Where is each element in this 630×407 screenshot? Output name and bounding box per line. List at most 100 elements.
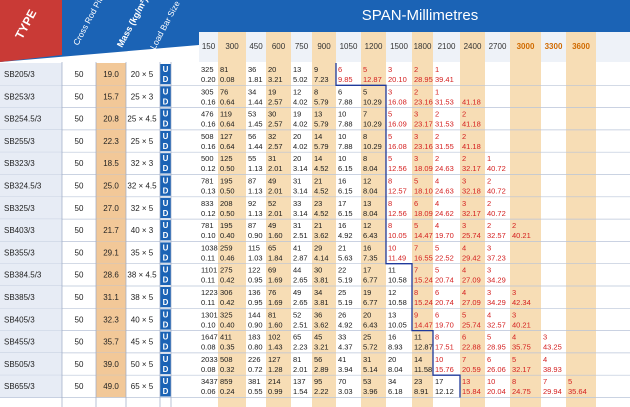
product-row: UD SB355/3 50 29.1 35 × 5 1038 259 115 65 41 29 21 1… [0, 241, 630, 265]
d-value: 6.43 [363, 320, 378, 329]
type-cell [0, 107, 62, 130]
d-value: 0.95 [248, 298, 263, 307]
d-value: 12.87 [363, 75, 382, 84]
u-value: 2 [414, 87, 418, 96]
u-value: 3 [512, 310, 516, 319]
type-cell [0, 263, 62, 286]
d-value: 0.46 [220, 253, 235, 262]
d-label: D [163, 320, 169, 329]
u-label: U [163, 377, 169, 386]
u-value: 6 [435, 288, 439, 297]
d-value: 11.58 [414, 365, 432, 374]
u-value: 2 [487, 177, 491, 186]
d-value: 23.16 [414, 97, 433, 106]
span-header-750: 750 [295, 42, 309, 51]
u-label: U [163, 65, 169, 74]
u-value: 7 [414, 243, 418, 252]
u-value: 26 [338, 310, 346, 319]
d-value: 1.69 [268, 298, 283, 307]
u-value: 22 [338, 266, 346, 275]
d-value: 1.84 [268, 253, 283, 262]
u-value: 6 [487, 355, 491, 364]
u-value: 21 [314, 177, 322, 186]
u-value: 11 [414, 333, 422, 342]
d-label: D [163, 365, 169, 374]
d-label: D [163, 343, 169, 352]
d-label: D [163, 209, 169, 218]
u-value: 49 [268, 221, 276, 230]
product-row: UD SB324.5/3 50 25.0 32 × 4.5 781 195 87 49 31 21 1… [0, 174, 630, 198]
d-value: 25.74 [462, 231, 481, 240]
u-value: 95 [314, 377, 322, 386]
u-value: 8 [414, 288, 418, 297]
span-header-2700: 2700 [489, 42, 507, 51]
u-value: 144 [248, 310, 261, 319]
u-value: 5 [462, 310, 466, 319]
u-value: 122 [248, 266, 261, 275]
mass-value: 35.7 [103, 338, 119, 347]
span-band-600 [266, 32, 291, 407]
mass-cell [96, 352, 126, 376]
u-value: 5 [435, 266, 439, 275]
u-value: 5 [363, 65, 367, 74]
u-value: 1223 [201, 288, 218, 297]
type-cell [0, 85, 62, 108]
u-value: 8 [388, 221, 392, 230]
u-value: 5 [487, 333, 491, 342]
d-value: 4.02 [293, 97, 308, 106]
d-value: 0.99 [268, 387, 283, 396]
u-value: 476 [201, 110, 214, 119]
d-value: 15.24 [414, 276, 433, 285]
u-value: 52 [293, 310, 301, 319]
d-value: 7.88 [338, 97, 353, 106]
pitch-value: 50 [75, 159, 84, 168]
u-value: 3 [487, 288, 491, 297]
u-value: 3437 [201, 377, 218, 386]
mass-cell [96, 129, 126, 153]
u-value: 12 [293, 87, 301, 96]
u-value: 4 [462, 266, 466, 275]
d-value: 7.88 [338, 142, 353, 151]
mass-cell [96, 174, 126, 197]
u-value: 65 [293, 333, 301, 342]
d-value: 7.23 [314, 75, 329, 84]
type-value: SB385/3 [4, 293, 35, 302]
u-value: 13 [314, 110, 322, 119]
d-value: 1.81 [248, 75, 263, 84]
d-value: 27.09 [462, 298, 481, 307]
d-value: 1.45 [248, 120, 263, 129]
u-value: 36 [248, 65, 256, 74]
d-label: D [163, 253, 169, 262]
u-value: 49 [293, 288, 301, 297]
bar-size-value: 20 × 5 [131, 70, 154, 79]
mass-cell [96, 63, 126, 86]
u-value: 23 [314, 199, 322, 208]
u-value: 3 [543, 333, 547, 342]
bar-size-value: 40 × 5 [131, 315, 154, 324]
u-value: 14 [314, 154, 322, 163]
ud-label-cell [160, 130, 171, 152]
d-value: 0.80 [248, 343, 263, 352]
u-value: 7 [462, 355, 466, 364]
u-value: 14 [314, 132, 322, 141]
u-value: 2 [462, 154, 466, 163]
mass-cell [96, 375, 126, 398]
u-value: 7 [543, 377, 547, 386]
u-value: 5 [435, 243, 439, 252]
d-value: 23.17 [414, 120, 433, 129]
u-value: 4 [487, 310, 491, 319]
d-value: 3.96 [363, 387, 378, 396]
d-value: 6.43 [363, 231, 378, 240]
u-label: U [163, 221, 169, 230]
type-cell [0, 63, 62, 86]
u-label: U [163, 87, 169, 96]
type-value: SB253/3 [4, 92, 35, 101]
d-value: 32.57 [487, 231, 506, 240]
d-value: 2.65 [293, 298, 308, 307]
d-value: 3.03 [338, 387, 353, 396]
d-value: 12.87 [414, 343, 433, 352]
